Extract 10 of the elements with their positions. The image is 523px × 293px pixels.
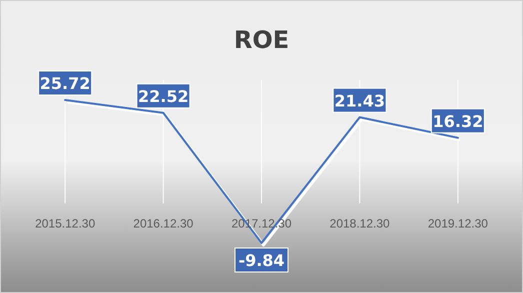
data-label: 21.43 xyxy=(334,91,386,110)
x-tick-label: 2019.12.30 xyxy=(428,216,488,230)
x-tick-label: 2016.12.30 xyxy=(133,216,194,230)
chart-title: ROE xyxy=(234,26,290,54)
x-tick-label: 2015.12.30 xyxy=(35,216,96,230)
data-label: -9.84 xyxy=(238,251,285,270)
data-label: 25.72 xyxy=(40,74,90,93)
x-tick-label: 2018.12.30 xyxy=(330,216,390,230)
data-label: 16.32 xyxy=(432,112,484,131)
data-label: 22.52 xyxy=(138,86,189,106)
